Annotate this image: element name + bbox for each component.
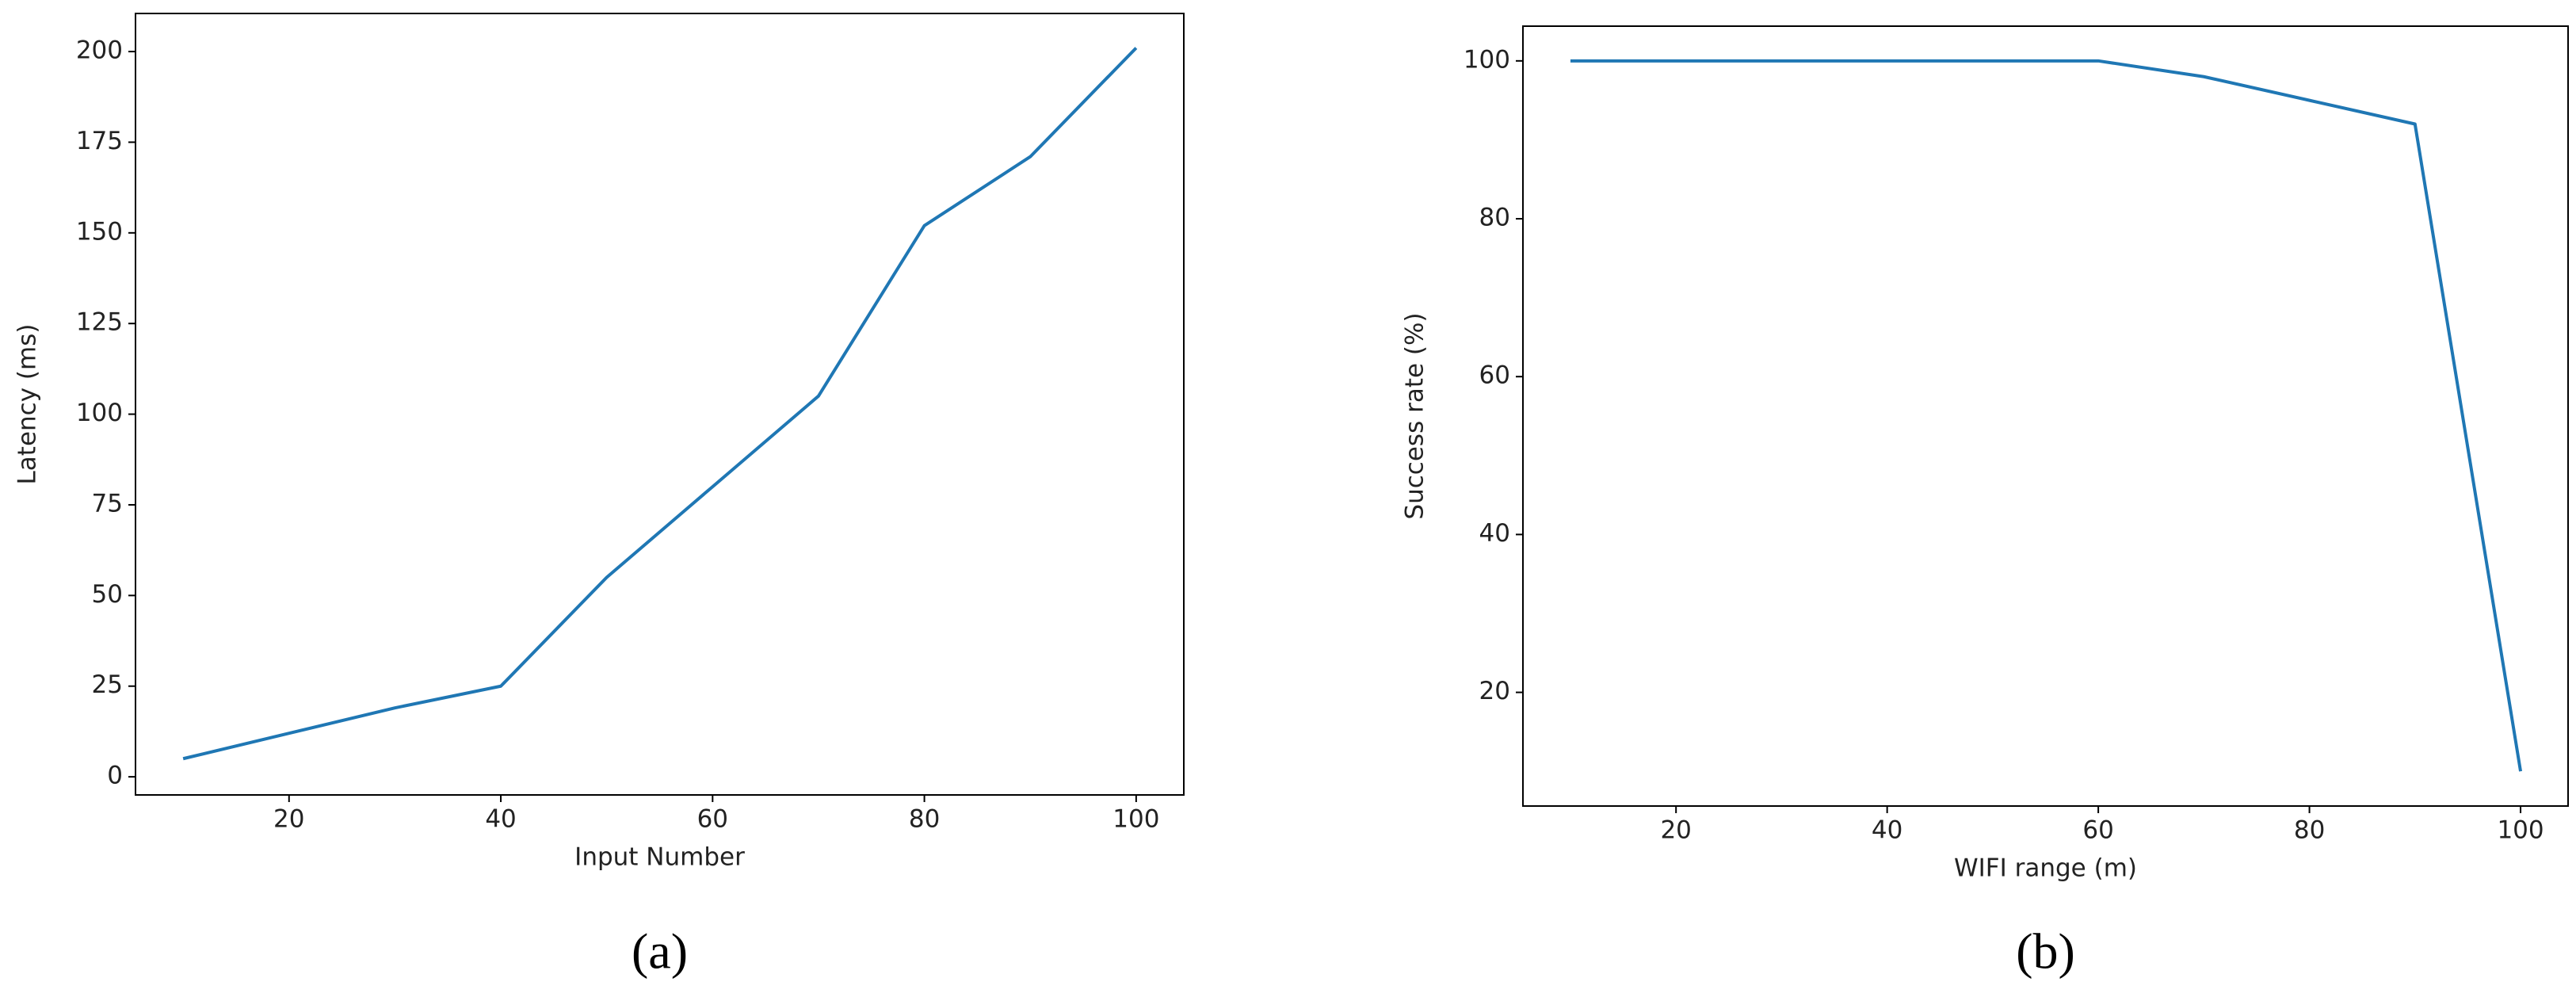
x-tick-label: 100 xyxy=(1112,805,1159,834)
y-tick-label: 0 xyxy=(107,762,123,790)
y-tick-label: 150 xyxy=(76,217,123,246)
x-tick-label: 40 xyxy=(1872,816,1902,845)
y-tick-label: 75 xyxy=(92,489,123,518)
y-tick-label: 80 xyxy=(1479,204,1510,232)
caption: (a) xyxy=(632,923,688,980)
x-tick-label: 20 xyxy=(273,805,304,834)
y-tick-label: 60 xyxy=(1479,361,1510,390)
y-axis-label: Success rate (%) xyxy=(1401,312,1429,519)
x-tick-label: 80 xyxy=(2294,816,2325,845)
x-tick-label: 100 xyxy=(2497,816,2544,845)
x-tick-label: 60 xyxy=(697,805,728,834)
y-tick-label: 200 xyxy=(76,36,123,65)
y-tick-label: 175 xyxy=(76,127,123,155)
x-tick-label: 60 xyxy=(2082,816,2113,845)
y-tick-label: 100 xyxy=(1464,45,1510,74)
data-line xyxy=(182,47,1138,761)
y-tick-label: 20 xyxy=(1479,677,1510,705)
x-tick-label: 20 xyxy=(1660,816,1691,845)
x-axis-label: Input Number xyxy=(574,843,745,872)
plot-frame xyxy=(1522,25,2569,807)
x-tick-label: 40 xyxy=(485,805,516,834)
x-axis-label: WIFI range (m) xyxy=(1954,854,2137,883)
data-line xyxy=(1570,59,2523,772)
caption: (b) xyxy=(2016,923,2075,980)
y-axis-label: Latency (ms) xyxy=(13,324,42,485)
x-tick-label: 80 xyxy=(909,805,940,834)
plot-frame xyxy=(135,13,1185,796)
y-tick-label: 125 xyxy=(76,308,123,337)
y-tick-label: 25 xyxy=(92,671,123,699)
y-tick-label: 40 xyxy=(1479,519,1510,548)
y-tick-label: 50 xyxy=(92,580,123,609)
y-tick-label: 100 xyxy=(76,399,123,427)
